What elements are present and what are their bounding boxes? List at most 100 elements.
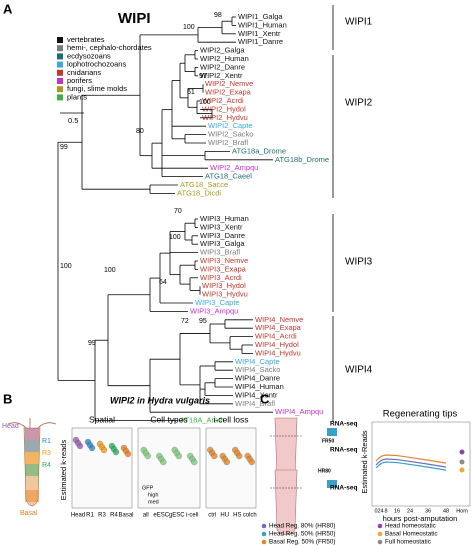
x-tick-label: 16 <box>394 508 400 514</box>
leaf-label: ATG18_Sacce <box>180 180 228 189</box>
bootstrap: 100 <box>169 234 181 241</box>
leaf-label: WIPI3_Brafl <box>200 248 240 257</box>
leaf-label: WIPI4_Nemve <box>255 315 303 324</box>
trend <box>375 454 447 464</box>
x-tick-label: 2 <box>377 508 380 514</box>
bootstrap: 95 <box>199 318 207 325</box>
legend-dot <box>377 523 383 529</box>
x-tick-label: gESC <box>169 513 185 519</box>
leaf-label: WIPI3_Exapa <box>200 264 247 273</box>
leaf-label: WIPI1_Galga <box>238 12 283 21</box>
leaf-label: WIPI2_Xentr <box>200 71 243 80</box>
leaf-label: WIPI2_Sacko <box>208 130 253 139</box>
leaf-label: WIPI4_Hydvu <box>255 348 301 357</box>
legend-label: porifers <box>67 76 92 85</box>
x-tick-label: all <box>143 513 149 519</box>
x-tick-label: R1 <box>86 513 94 519</box>
leaf-label: WIPI3_Capte <box>195 298 240 307</box>
x-tick-label: colch <box>243 513 257 519</box>
chart-title: Regenerating tips <box>383 409 458 420</box>
hydra-region <box>25 464 39 476</box>
legend-swatch <box>57 53 63 60</box>
leaf-label: WIPI4_Ampqu <box>275 407 323 416</box>
legend-label: Head Reg. 80% (HR80) <box>269 523 336 530</box>
dot <box>124 450 132 458</box>
panel-title: WIPI2 in Hydra vulgaris <box>110 395 210 405</box>
legend-dot <box>261 539 267 545</box>
subpanel-frame <box>205 427 257 509</box>
legend-label: Basal Reg. 50% (FR50) <box>269 539 336 545</box>
leaf-label: WIPI2_Exapa <box>205 88 252 97</box>
hydra-region <box>25 440 39 452</box>
dot <box>88 444 96 452</box>
x-tick-label: 24 <box>407 508 413 514</box>
leaf-label: WIPI2_Ampqu <box>210 163 258 172</box>
leaf-label: WIPI2_Brafl <box>208 138 248 147</box>
x-tick-label: 8 <box>384 508 387 514</box>
bootstrap: 98 <box>214 12 222 19</box>
subpanel-frame <box>137 427 201 509</box>
trend <box>375 458 447 468</box>
leaf-label: WIPI2_Nemve <box>205 79 253 88</box>
hom-dot <box>459 449 465 455</box>
leaf-label: WIPI3_Galga <box>200 239 245 248</box>
bootstrap: 61 <box>187 89 195 96</box>
leaf-label: WIPI2_Capte <box>208 121 253 130</box>
legend-swatch <box>57 61 63 68</box>
leaf-label: WIPI4_Acrdi <box>255 332 297 341</box>
subpanel-title: Spatial <box>89 414 115 424</box>
leaf-label: WIPI3_Human <box>200 214 249 223</box>
x-tick-label: 4 <box>380 508 383 514</box>
hydra-schematic <box>274 469 298 536</box>
x-tick-label: R4 <box>110 513 118 519</box>
dot <box>248 458 255 466</box>
legend-swatch <box>57 86 63 93</box>
leaf-label: WIPI3_Danre <box>200 231 245 240</box>
leaf-label: WIPI1_Xentr <box>238 29 281 38</box>
scale-label: 0.5 <box>68 116 78 125</box>
leaf-label: WIPI2_Acrdi <box>202 96 244 105</box>
legend-swatch <box>57 78 63 84</box>
x-tick-label: HU <box>220 513 229 519</box>
x-tick-label: HS <box>233 513 241 519</box>
x-tick-label: 48 <box>443 508 449 514</box>
leaf-label: WIPI2_Human <box>200 54 249 63</box>
bootstrap: 72 <box>181 318 189 325</box>
leaf-label: WIPI4_Exapa <box>255 323 302 332</box>
legend-label: Head Reg. 50% (HR50) <box>269 531 336 538</box>
leaf-label: ATG18_Dicdi <box>177 188 221 197</box>
leaf-label: WIPI4_Human <box>235 382 284 391</box>
leaf-label: WIPI1_Human <box>238 20 287 29</box>
legend-label: Basal Homeostatic <box>385 531 438 538</box>
leaf-label: WIPI2_Hydol <box>202 104 246 113</box>
hydra-tentacles <box>7 418 57 429</box>
dot <box>236 452 243 460</box>
tree-title: WIPI <box>118 10 151 27</box>
leaf-label: WIPI2_Galga <box>200 46 245 55</box>
hydra-body <box>23 427 41 507</box>
legend-label: hemi-, cephalo-chordates <box>67 43 152 52</box>
legend-dot <box>261 523 267 529</box>
x-tick-label: ctrl <box>208 513 216 519</box>
leaf-label: WIPI4_Sacko <box>235 365 280 374</box>
hom-dot <box>459 459 465 465</box>
x-tick-label: Head <box>71 513 85 519</box>
region-label: R3 <box>42 450 51 457</box>
gfp-legend: high <box>148 492 158 498</box>
x-tick-label: i-cell <box>186 513 198 519</box>
legend-label: Head homeostatic <box>385 523 436 530</box>
hom-dot <box>459 467 465 473</box>
dot <box>144 452 151 460</box>
hydra-region <box>25 452 39 464</box>
gfp-legend: GFP <box>142 485 154 491</box>
dot <box>191 458 198 466</box>
leaf-label: WIPI3_Hydol <box>202 281 246 290</box>
y-label: Estimated k-Reads <box>360 430 369 494</box>
hydra-region <box>25 490 39 502</box>
leaf-label: WIPI1_Danre <box>238 37 283 46</box>
dot <box>175 452 182 460</box>
legend-swatch <box>57 94 63 101</box>
leaf-label: ATG18a_Drome <box>232 146 286 155</box>
leaf-label: WIPI2_Danre <box>200 62 245 71</box>
legend-swatch <box>57 69 63 76</box>
